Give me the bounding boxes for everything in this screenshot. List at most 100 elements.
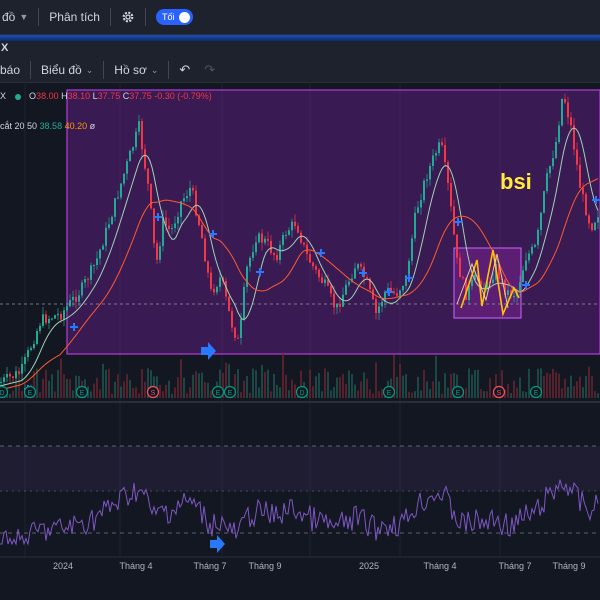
volume-bar [582, 387, 584, 398]
volume-bar [186, 393, 188, 398]
event-marker-icon[interactable] [492, 385, 506, 399]
candle-body [69, 300, 71, 307]
signal-cross-icon[interactable] [209, 230, 217, 238]
signal-cross-icon[interactable] [154, 213, 162, 221]
event-marker-icon[interactable] [223, 385, 237, 399]
time-axis-label: Tháng 4 [423, 561, 456, 571]
layout-menu[interactable]: đồ ▼ [0, 0, 28, 34]
profile-label: Hồ sơ [114, 63, 147, 77]
event-marker-icon[interactable] [146, 385, 160, 399]
candle-body [369, 278, 371, 290]
volume-bar [63, 374, 65, 398]
pattern-zone[interactable] [66, 89, 600, 355]
signal-cross-icon[interactable] [592, 196, 600, 204]
time-axis-label: 2024 [53, 561, 73, 571]
volume-bar [279, 387, 281, 398]
event-marker-icon[interactable] [23, 385, 37, 399]
candle-body [306, 244, 308, 254]
candle-body [579, 164, 581, 188]
candle-body [507, 290, 509, 295]
candle-body [315, 266, 317, 270]
signal-cross-icon[interactable] [385, 288, 393, 296]
volume-bar [348, 370, 350, 398]
volume-bar [333, 387, 335, 398]
volume-bar [15, 370, 17, 398]
volume-bar [189, 387, 191, 398]
settings-button[interactable] [121, 0, 135, 34]
volume-bar [504, 390, 506, 398]
undo-icon[interactable]: ↶ [179, 62, 191, 77]
volume-bar [471, 374, 473, 398]
event-marker-icon[interactable] [451, 385, 465, 399]
close-icon[interactable]: X [1, 42, 9, 54]
header-accent-bar [0, 35, 600, 41]
candle-body [534, 244, 536, 247]
volume-bar [501, 370, 503, 398]
event-marker-icon[interactable] [75, 385, 89, 399]
candle-body [27, 350, 29, 358]
analysis-button[interactable]: Phân tích [49, 0, 100, 34]
event-marker-icon[interactable] [211, 385, 225, 399]
signal-arrow-icon[interactable] [201, 342, 216, 360]
profile-menu[interactable]: Hồ sơ ⌄ [114, 63, 158, 77]
dark-mode-toggle[interactable]: Tối [155, 9, 193, 25]
candle-body [567, 102, 569, 118]
zigzag-pattern-line[interactable] [460, 249, 520, 317]
candle-body [345, 284, 347, 295]
volume-bar [144, 381, 146, 398]
volume-bar [339, 376, 341, 398]
signal-cross-icon[interactable] [359, 269, 367, 277]
candle-body [267, 238, 269, 241]
volume-bar [363, 372, 365, 398]
ma-visibility-icon[interactable]: ø [89, 121, 96, 131]
volume-bar [264, 371, 266, 398]
signal-cross-icon[interactable] [70, 323, 78, 331]
event-marker-icon[interactable] [0, 385, 9, 399]
volume-bar [342, 373, 344, 398]
chart-type-menu[interactable]: Biểu đồ ⌄ [41, 63, 93, 77]
volume-bar [393, 354, 395, 398]
event-marker-icon[interactable] [382, 385, 396, 399]
volume-bar [327, 371, 329, 398]
signal-cross-icon[interactable] [454, 218, 462, 226]
candle-body [513, 296, 515, 298]
candle-body [0, 381, 2, 383]
volume-bar [114, 381, 116, 398]
candle-body [186, 196, 188, 199]
volume-bar [540, 368, 542, 398]
volume-bar [336, 377, 338, 398]
candle-body [252, 252, 254, 258]
signal-cross-icon[interactable] [256, 268, 264, 276]
rsi-band [0, 446, 600, 491]
volume-bar [180, 359, 182, 398]
volume-bar [492, 393, 494, 398]
volume-bar [489, 378, 491, 398]
candle-body [408, 260, 410, 276]
time-axis[interactable] [0, 557, 600, 600]
zigzag-pattern-line-2[interactable] [456, 253, 509, 309]
event-marker-icon[interactable] [529, 385, 543, 399]
candle-body [39, 325, 41, 331]
volume-bar [183, 377, 185, 398]
signal-cross-icon[interactable] [522, 281, 530, 289]
alert-label: báo [0, 63, 21, 77]
volume-bar [432, 381, 434, 398]
divider [30, 61, 32, 79]
volume-bar [108, 368, 110, 398]
volume-bar [477, 369, 479, 398]
signal-cross-icon[interactable] [317, 249, 325, 257]
volume-bar [96, 377, 98, 398]
candle-body [78, 295, 80, 302]
candle-body [165, 217, 167, 226]
candle-body [216, 286, 218, 293]
candle-body [375, 299, 377, 313]
event-marker-icon[interactable] [295, 385, 309, 399]
signal-cross-icon[interactable] [405, 274, 413, 282]
high-value: 38.10 [67, 91, 91, 101]
alert-button[interactable]: báo [0, 63, 20, 77]
redo-icon[interactable]: ↷ [204, 62, 216, 77]
rsi-signal-arrow-icon[interactable] [210, 535, 225, 553]
annotation-text[interactable]: bsi [500, 169, 532, 194]
volume-bar [240, 392, 242, 398]
